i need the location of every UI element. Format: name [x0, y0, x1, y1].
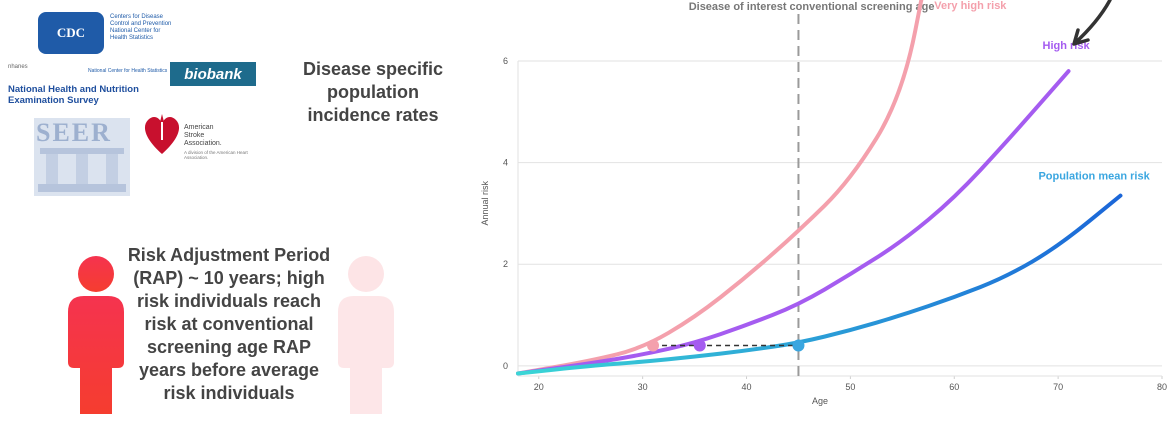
high-risk-person-icon	[68, 256, 124, 414]
rap-caption: Risk Adjustment Period (RAP) ~ 10 years;…	[127, 245, 331, 403]
y-axis-label: Annual risk	[480, 180, 490, 225]
series-label: Population mean risk	[1038, 171, 1150, 183]
series-line	[516, 193, 1123, 376]
cdc-caption-line: National Center for	[110, 28, 161, 34]
heart-torch-icon	[144, 114, 180, 154]
threshold-markers	[647, 339, 805, 352]
y-tick-label: 6	[503, 56, 508, 66]
x-axis-label: Age	[812, 396, 828, 406]
series-line	[516, 0, 924, 376]
threshold-marker	[792, 339, 805, 352]
aha-logo-subtitle: A division of the American Heart Associa…	[184, 150, 248, 160]
disease-rates-caption: Disease specific population incidence ra…	[302, 59, 444, 125]
x-tick-label: 50	[845, 382, 855, 392]
series-label: Very high risk	[934, 0, 1007, 12]
y-tick-label: 4	[503, 158, 508, 168]
nhanes-small-logo: nhanes	[8, 64, 28, 70]
aha-logo-text: American Stroke Association.	[184, 124, 254, 148]
x-tick-label: 30	[638, 382, 648, 392]
series-line	[516, 69, 1071, 376]
grid-lines	[517, 60, 1163, 379]
seer-logo	[34, 118, 130, 196]
seer-columns-graphic	[38, 148, 126, 192]
x-tick-label: 20	[534, 382, 544, 392]
aha-logo-line: Association.	[184, 140, 222, 147]
cdc-logo: CDC	[38, 12, 104, 54]
cdc-logo-text: CDC	[56, 25, 86, 40]
risk-by-age-chart: 0 2 4 6 20 30 40 50 60 70 80 Disease of interest c…	[480, 0, 1167, 406]
cdc-caption-line: Health Statistics	[110, 35, 154, 41]
x-tick-label: 70	[1053, 382, 1063, 392]
aha-logo-line: Stroke	[184, 132, 205, 139]
data-source-logos: CDC Centers for Disease Control and Prev…	[0, 0, 270, 200]
axis-ticks: 0 2 4 6 20 30 40 50 60 70 80	[503, 56, 1167, 392]
nhanes-logo-title: National Health and Nutrition Examinatio…	[8, 84, 139, 106]
threshold-marker	[693, 339, 706, 352]
threshold-marker	[647, 339, 660, 352]
cdc-logo-caption: Centers for Disease Control and Preventi…	[110, 14, 190, 42]
y-tick-label: 2	[503, 259, 508, 269]
x-tick-label: 60	[949, 382, 959, 392]
average-risk-person-icon	[338, 256, 394, 414]
biobank-logo-text: biobank	[184, 65, 242, 83]
x-tick-label: 80	[1157, 382, 1167, 392]
cdc-caption-line: Centers for Disease	[110, 14, 164, 20]
pointer-arrow-icon	[1072, 0, 1112, 46]
series-lines	[516, 0, 1123, 376]
nchs-small-caption: National Center for Health Statistics	[88, 68, 168, 74]
x-tick-label: 40	[742, 382, 752, 392]
biobank-logo: biobank	[170, 62, 256, 86]
y-tick-label: 0	[503, 361, 508, 371]
cdc-caption-line: Control and Prevention	[110, 21, 172, 27]
screening-age-label: Disease of interest conventional screeni…	[689, 1, 935, 13]
aha-logo-line: American	[184, 124, 214, 131]
seer-logo-word: SEER	[36, 118, 112, 147]
